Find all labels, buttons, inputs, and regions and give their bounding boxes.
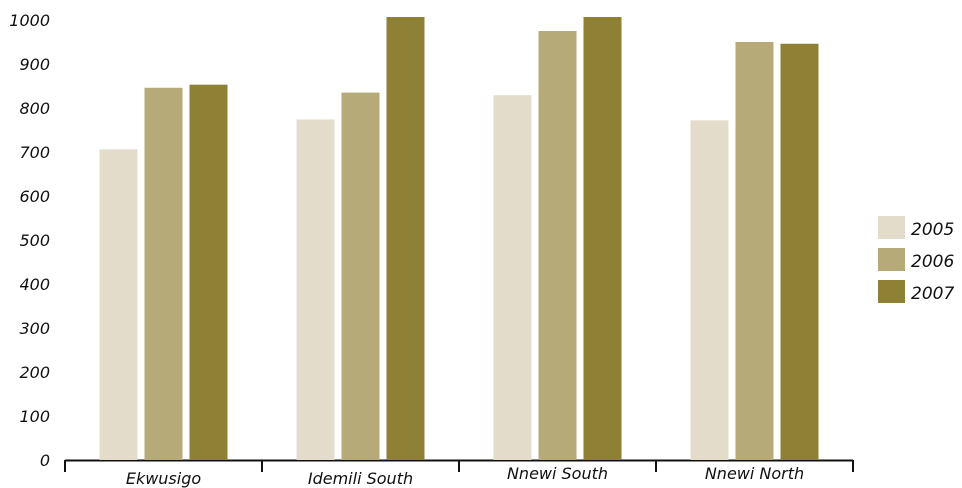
category-label: Nnewi North	[705, 464, 804, 483]
bars	[99, 17, 819, 461]
bar-2005-nnewi-north	[690, 120, 729, 460]
legend: 2005 2006 2007	[878, 216, 954, 304]
bar-2006-nnewi-south	[538, 31, 577, 460]
legend-swatch-2005	[878, 216, 905, 239]
legend-label: 2005	[911, 220, 954, 240]
y-tick-label: 0	[40, 451, 50, 470]
legend-swatch-2006	[878, 248, 905, 271]
y-tick-label: 400	[19, 275, 50, 294]
y-tick-label: 300	[19, 319, 50, 338]
legend-swatch-2007	[878, 280, 905, 303]
legend-label: 2006	[911, 252, 954, 272]
y-axis: 0 100 200 300 400 500 600 700 800 900 1000	[9, 11, 50, 470]
legend-label: 2007	[911, 284, 954, 304]
bar-2007-nnewi-north	[780, 43, 819, 460]
category-label: Nnewi South	[507, 464, 608, 483]
bar-2007-idemili-south	[386, 17, 425, 460]
y-tick-label: 600	[19, 187, 50, 206]
category-label: Ekwusigo	[126, 469, 202, 488]
bar-2007-ekwusigo	[189, 84, 228, 461]
bar-2006-idemili-south	[341, 92, 380, 460]
y-tick-label: 800	[19, 99, 50, 118]
y-tick-label: 1000	[9, 11, 50, 30]
bar-2005-ekwusigo	[99, 149, 138, 461]
y-tick-label: 700	[19, 143, 50, 162]
y-tick-label: 100	[19, 407, 50, 426]
category-label: Idemili South	[308, 469, 413, 488]
bar-2007-nnewi-south	[583, 17, 622, 460]
bar-2005-idemili-south	[296, 119, 335, 460]
bar-2006-ekwusigo	[144, 87, 183, 460]
bar-2006-nnewi-north	[735, 42, 774, 460]
bar-2005-nnewi-south	[493, 95, 532, 461]
y-tick-label: 200	[19, 363, 50, 382]
y-tick-label: 900	[19, 55, 50, 74]
y-tick-label: 500	[19, 231, 50, 250]
x-axis: Ekwusigo Idemili South Nnewi South Nnewi No…	[64, 459, 854, 488]
